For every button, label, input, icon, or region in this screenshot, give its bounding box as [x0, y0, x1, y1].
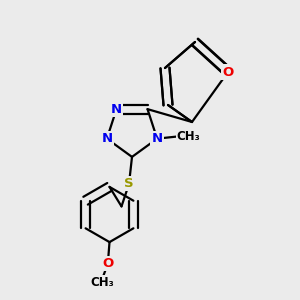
- Text: CH₃: CH₃: [90, 276, 114, 289]
- Text: N: N: [152, 132, 163, 145]
- Text: CH₃: CH₃: [177, 130, 200, 143]
- Text: S: S: [124, 177, 134, 190]
- Text: O: O: [222, 65, 234, 79]
- Text: N: N: [101, 132, 112, 145]
- Text: N: N: [111, 103, 122, 116]
- Text: O: O: [102, 256, 114, 270]
